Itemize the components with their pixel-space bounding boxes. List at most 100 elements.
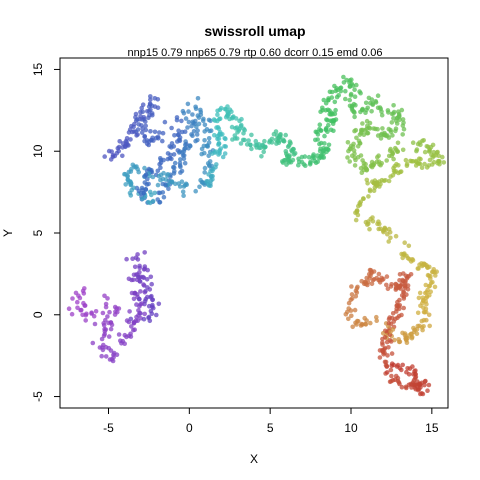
data-point xyxy=(162,119,168,125)
data-point xyxy=(404,161,410,167)
data-point xyxy=(172,160,178,166)
data-point xyxy=(223,136,228,142)
data-point xyxy=(411,382,417,387)
data-point xyxy=(354,82,359,88)
data-point xyxy=(383,178,388,183)
data-point xyxy=(261,149,267,155)
data-point xyxy=(351,141,356,147)
data-point xyxy=(194,132,200,137)
data-point xyxy=(126,169,132,175)
data-point xyxy=(421,297,426,303)
x-tick-label: 0 xyxy=(186,421,193,435)
data-point xyxy=(360,158,365,163)
data-point xyxy=(390,133,395,138)
data-point xyxy=(393,285,399,291)
data-point xyxy=(120,153,125,159)
data-point xyxy=(392,145,398,151)
data-point xyxy=(242,137,247,143)
data-point xyxy=(428,289,434,295)
data-point xyxy=(386,239,392,244)
data-point xyxy=(142,165,147,171)
data-point xyxy=(206,182,211,187)
data-point xyxy=(284,162,289,167)
data-point xyxy=(414,327,420,332)
data-point xyxy=(171,152,177,157)
data-point xyxy=(358,90,363,96)
data-point xyxy=(177,150,182,155)
data-point xyxy=(402,240,408,245)
data-point xyxy=(73,290,79,296)
data-point xyxy=(365,130,371,136)
data-point xyxy=(422,149,428,155)
data-point xyxy=(130,129,135,135)
data-point xyxy=(360,127,365,133)
data-point xyxy=(142,134,147,139)
data-point xyxy=(145,267,150,273)
data-point xyxy=(388,378,394,384)
data-point xyxy=(163,177,169,182)
data-point xyxy=(378,226,383,231)
data-point xyxy=(317,122,323,127)
data-point xyxy=(97,345,103,350)
data-point xyxy=(150,174,156,180)
data-point xyxy=(186,109,191,114)
data-point xyxy=(75,299,80,305)
data-point xyxy=(343,88,348,94)
data-point xyxy=(215,125,221,130)
data-point xyxy=(371,126,377,131)
y-tick-label: -5 xyxy=(31,391,45,402)
data-point xyxy=(399,384,405,390)
data-point xyxy=(306,154,312,160)
data-point xyxy=(405,255,411,261)
data-point xyxy=(352,87,357,92)
data-point xyxy=(435,149,440,155)
data-point xyxy=(112,304,118,310)
data-point xyxy=(424,144,430,149)
data-point xyxy=(222,144,227,149)
data-point xyxy=(390,327,396,332)
data-point xyxy=(351,101,357,107)
data-point xyxy=(234,136,240,141)
data-point xyxy=(403,157,409,163)
data-point xyxy=(328,112,334,117)
data-point xyxy=(356,203,361,209)
data-point xyxy=(253,138,259,144)
data-point xyxy=(397,113,402,118)
y-axis-label: Y xyxy=(1,229,15,237)
data-point xyxy=(145,109,150,114)
data-point xyxy=(401,305,407,311)
data-point xyxy=(195,137,200,143)
data-point xyxy=(202,138,207,143)
data-point xyxy=(355,318,360,324)
data-point xyxy=(124,136,130,141)
data-point xyxy=(364,177,370,183)
data-point xyxy=(292,151,298,156)
data-point xyxy=(406,243,412,249)
data-point xyxy=(92,321,98,327)
data-point xyxy=(329,95,335,100)
data-point xyxy=(148,97,153,102)
data-point xyxy=(388,129,394,135)
data-point xyxy=(133,255,139,260)
data-point xyxy=(202,122,208,128)
data-point xyxy=(432,284,438,290)
data-point xyxy=(165,173,170,178)
data-point xyxy=(177,163,183,168)
data-point xyxy=(345,140,351,145)
data-point xyxy=(103,354,109,359)
data-point xyxy=(278,132,283,138)
data-point xyxy=(402,332,408,338)
data-point xyxy=(185,101,191,107)
data-point xyxy=(141,190,146,196)
data-point xyxy=(183,145,188,151)
data-point xyxy=(296,162,301,168)
data-point xyxy=(405,366,410,371)
data-point xyxy=(196,121,202,127)
data-point xyxy=(428,276,433,282)
data-point xyxy=(148,274,154,280)
data-point xyxy=(389,373,394,379)
data-point xyxy=(409,159,415,164)
data-point xyxy=(369,269,375,275)
data-point xyxy=(141,282,146,287)
data-point xyxy=(116,144,122,150)
